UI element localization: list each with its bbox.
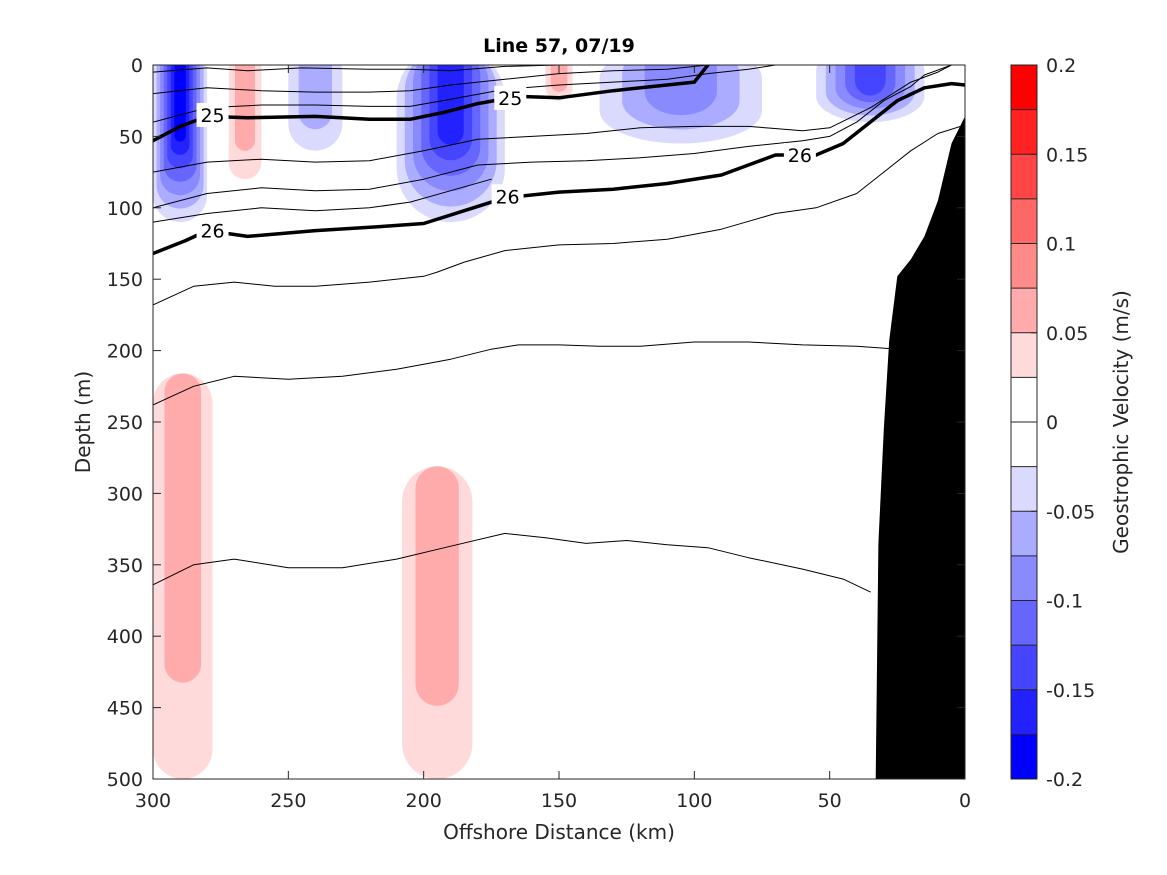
isopycnal-bold-line [153, 81, 965, 256]
isopycnal-line [153, 532, 871, 593]
y-axis: 0 50 100 150 200 250 300 350 400 450 500 [107, 55, 965, 791]
colorbar-segment [1011, 377, 1037, 423]
velocity-region-nearshore-surface-negative [153, 65, 208, 223]
y-tick-label: 0 [131, 55, 143, 77]
isopycnal-line [153, 124, 965, 306]
colorbar-tick-label: 0.1 [1046, 234, 1076, 256]
velocity-level-patch [235, 65, 255, 151]
y-tick-label: 200 [107, 341, 143, 363]
colorbar-segment [1011, 332, 1037, 378]
velocity-level-patch [174, 65, 186, 142]
isopycnal-label: 26 [200, 221, 224, 243]
isopycnal-label: 25 [200, 105, 224, 127]
isopycnal-contours [153, 65, 965, 593]
isopycnal-label-bg [196, 218, 229, 243]
isopycnal-line [153, 65, 952, 209]
x-tick-label: 50 [818, 790, 842, 812]
plot-background [153, 65, 965, 779]
colorbar-tick-label: -0.05 [1046, 501, 1095, 523]
x-tick-label: 0 [959, 790, 971, 812]
y-tick-label: 300 [107, 483, 143, 505]
colorbar-segment [1011, 422, 1037, 468]
velocity-level-patch [437, 65, 464, 145]
isopycnal-label: 25 [498, 88, 522, 110]
bathymetry-layer [875, 116, 965, 779]
x-axis: 300 250 200 150 100 50 0 [135, 65, 971, 812]
colorbar-segment [1011, 243, 1037, 289]
x-tick-label: 200 [406, 790, 442, 812]
colorbar-tick-label: 0 [1046, 412, 1058, 434]
velocity-level-patch [415, 466, 459, 706]
velocity-level-patch [298, 65, 332, 130]
isopycnal-line [153, 65, 560, 73]
x-tick-label: 300 [135, 790, 171, 812]
x-tick-label: 250 [270, 790, 306, 812]
colorbar-tick-label: 0.15 [1046, 144, 1088, 166]
y-tick-label: 150 [107, 269, 143, 291]
y-tick-label: 450 [107, 698, 143, 720]
y-tick-label: 500 [107, 769, 143, 791]
x-tick-label: 100 [676, 790, 712, 812]
velocity-level-patch [164, 373, 202, 683]
colorbar-segment [1011, 734, 1037, 780]
colorbar-segment [1011, 600, 1037, 646]
isopycnal-line [153, 65, 709, 95]
y-tick-label: 350 [107, 555, 143, 577]
bathymetry-seafloor [875, 116, 965, 779]
y-tick-label: 50 [119, 126, 143, 148]
colorbar-segment [1011, 65, 1037, 111]
chart-title: Line 57, 07/19 [483, 35, 635, 57]
isopycnal-label-bg [491, 184, 524, 209]
velocity-region-negative-195 [396, 65, 505, 223]
velocity-region-deep-positive-300 [153, 373, 213, 779]
isopycnal-line [153, 178, 492, 223]
colorbar-tick-label: -0.15 [1046, 680, 1095, 702]
y-axis-label: Depth (m) [71, 371, 95, 473]
colorbar-tick-label: 0.2 [1046, 55, 1076, 77]
colorbar-label: Geostrophic Velocity (m/s) [1109, 290, 1133, 554]
y-tick-label: 250 [107, 412, 143, 434]
colorbar-tick-label: -0.2 [1046, 769, 1083, 791]
colorbar-segment [1011, 198, 1037, 245]
colorbar-segment [1011, 466, 1037, 512]
isopycnal-label: 26 [788, 145, 812, 167]
colorbar-segment [1011, 154, 1037, 200]
x-axis-label: Offshore Distance (km) [443, 820, 675, 844]
isopycnal-line [153, 341, 898, 406]
colorbar-tick-label: -0.1 [1046, 591, 1083, 613]
velocity-level-patch [854, 65, 886, 96]
colorbar: 0.2 0.15 0.1 0.05 0 -0.05 -0.1 -0.15 -0.2 [1010, 55, 1095, 791]
isopycnal-label-bg [783, 142, 816, 167]
x-tick-label: 150 [541, 790, 577, 812]
isopycnal-label-bg [196, 102, 229, 127]
velocity-region-deep-positive-195 [402, 466, 473, 779]
colorbar-segment [1011, 689, 1037, 735]
isopycnal-line [153, 65, 952, 173]
velocity-region-negative-240 [288, 65, 343, 151]
colorbar-segment [1011, 511, 1037, 557]
colorbar-tick-label: 0.05 [1046, 323, 1088, 345]
colorbar-segment [1011, 288, 1037, 334]
y-tick-label: 100 [107, 198, 143, 220]
isopycnal-labels: 25 25 26 26 26 [196, 85, 816, 243]
isopycnal-line [153, 65, 776, 123]
y-tick-label: 400 [107, 626, 143, 648]
velocity-region-surface-positive-265 [228, 65, 262, 180]
colorbar-segment [1011, 109, 1037, 155]
colorbar-segment [1011, 645, 1037, 691]
colorbar-segment [1011, 555, 1037, 602]
isopycnal-label-bg [494, 85, 527, 110]
isopycnal-label: 26 [495, 186, 519, 208]
